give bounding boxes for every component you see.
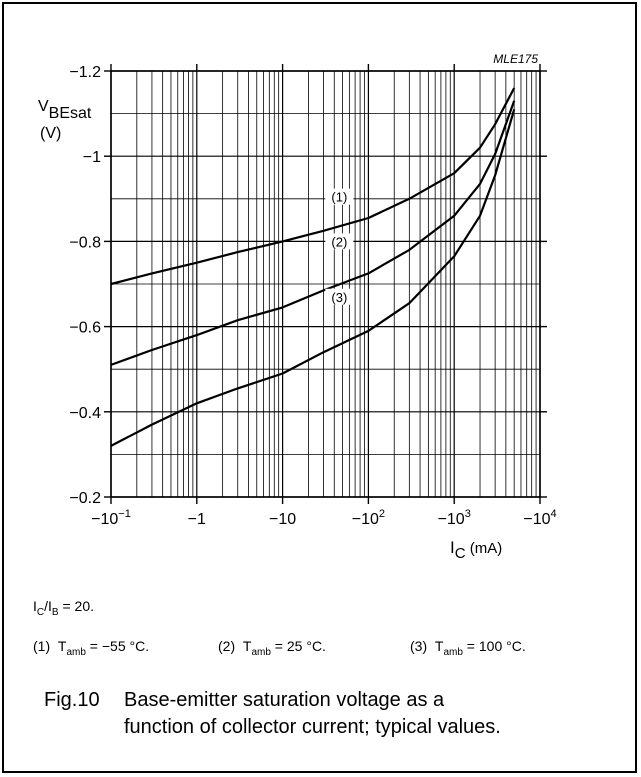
series-label-3: (3) — [331, 290, 347, 305]
y-axis-unit: (V) — [40, 125, 61, 142]
series-line-3 — [110, 108, 516, 447]
y-tick-label: −0.8 — [69, 234, 101, 251]
condition-3: (3) Tamb = 100 °C. — [410, 638, 526, 658]
series-label-bg — [325, 188, 354, 205]
y-tick-label: −1.2 — [69, 64, 101, 81]
y-axis-label: VBEsat — [38, 98, 92, 122]
figure-id-label: MLE175 — [493, 52, 538, 66]
y-tick-label: −0.6 — [69, 320, 101, 337]
x-tick-label: −103 — [438, 508, 471, 528]
x-tick-label: −1 — [188, 511, 206, 528]
chart: −1.2 −1 −0.8 −0.6 −0.4 −0.2−10−1 −1 −10 −102 −103… — [38, 52, 557, 562]
figure-number: Fig.10 — [44, 689, 100, 711]
x-axis-label: IC (mA) — [450, 538, 502, 562]
x-tick-label: −10 — [269, 511, 296, 528]
x-tick-label: −104 — [523, 508, 556, 528]
y-tick-label: −1 — [83, 149, 101, 166]
series-label-bg — [325, 288, 354, 305]
caption-line-2: function of collector current; typical v… — [124, 716, 501, 738]
y-tick-label: −0.4 — [69, 405, 101, 422]
series-label-2: (2) — [331, 234, 347, 249]
caption-line-1: Base-emitter saturation voltage as a — [124, 689, 445, 711]
x-tick-label: −102 — [352, 508, 385, 528]
condition-2: (2) Tamb = 25 °C. — [218, 638, 326, 658]
series-line-2 — [110, 100, 516, 366]
series-label-1: (1) — [331, 190, 347, 205]
series-line-1 — [110, 87, 516, 286]
x-tick-label: −10−1 — [91, 508, 131, 528]
current-ratio-note: IC/IB = 20. — [33, 598, 94, 618]
condition-1: (1) Tamb = −55 °C. — [33, 638, 150, 658]
y-tick-label: −0.2 — [69, 490, 101, 507]
series-label-bg — [325, 233, 354, 250]
